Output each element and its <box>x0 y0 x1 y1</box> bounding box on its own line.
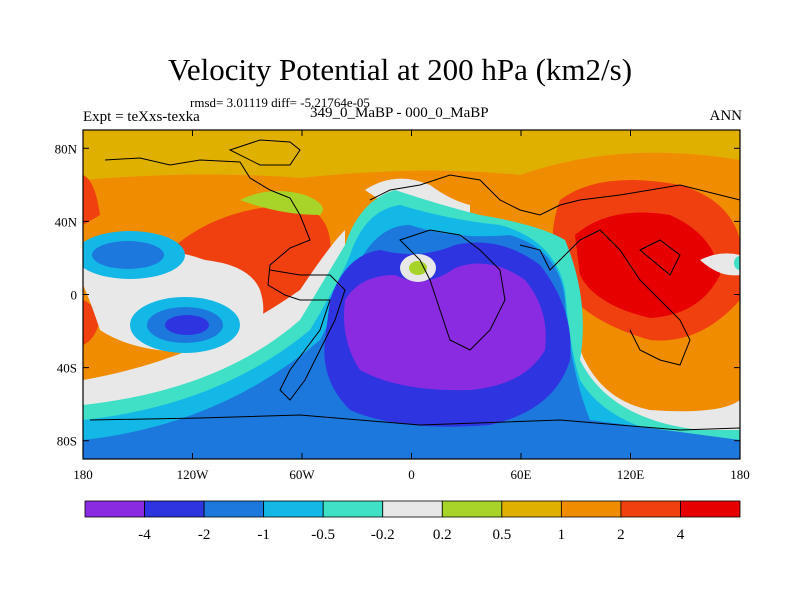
colorbar-swatch <box>501 500 562 518</box>
x-tick-label: 120W <box>177 467 210 482</box>
x-tick-label: 60W <box>289 467 315 482</box>
y-tick-label: 0 <box>71 288 78 303</box>
stats-text: rmsd= 3.01119 diff= -5.21764e-05 <box>190 95 370 110</box>
axis-layer: 180 120W 60W 0 60E 120E 180 80N 40N 0 40S 80S <box>55 130 750 482</box>
y-tick-label: 80N <box>55 141 78 156</box>
y-tick-label: 80S <box>57 434 77 449</box>
colorbar: -4 -2 -1 -0.5 -0.2 0.2 0.5 1 2 4 <box>84 500 741 543</box>
colorbar-label: 0.5 <box>492 527 511 543</box>
colorbar-label: -1 <box>257 527 270 543</box>
x-tick-label: 0 <box>408 467 415 482</box>
colorbar-label: -0.5 <box>311 527 335 543</box>
y-tick-label: 40N <box>55 214 78 229</box>
colorbar-label: -4 <box>138 527 151 543</box>
x-tick-label: 60E <box>511 467 532 482</box>
colorbar-swatch <box>560 500 622 518</box>
comparison-subtitle: 349_0_MaBP - 000_0_MaBP <box>310 105 489 121</box>
colorbar-swatch <box>84 500 145 518</box>
colorbar-swatch <box>680 500 741 518</box>
colorbar-label: 0.2 <box>433 527 452 543</box>
colorbar-label: 2 <box>617 527 625 543</box>
colorbar-swatch <box>441 500 503 518</box>
colorbar-swatch <box>382 500 443 518</box>
colorbar-swatch <box>144 500 205 518</box>
x-tick-label: 120E <box>617 467 645 482</box>
colorbar-swatch <box>322 500 384 518</box>
colorbar-swatch <box>203 500 265 518</box>
colorbar-label: -0.2 <box>371 527 395 543</box>
experiment-label: Expt = teXxs-texka <box>83 109 200 125</box>
colorbar-label: -2 <box>198 527 211 543</box>
colorbar-label: 4 <box>677 527 685 543</box>
colorbar-label: 1 <box>558 527 566 543</box>
colorbar-swatch <box>620 500 681 518</box>
contour-field <box>83 130 740 459</box>
season-label: ANN <box>709 108 743 124</box>
plot-title: Velocity Potential at 200 hPa (km2/s) <box>167 52 633 87</box>
x-tick-label: 180 <box>73 467 93 482</box>
x-tick-label: 180 <box>730 467 750 482</box>
y-tick-label: 40S <box>57 361 77 376</box>
colorbar-swatch <box>263 500 324 518</box>
coastline-overlay <box>89 139 740 431</box>
